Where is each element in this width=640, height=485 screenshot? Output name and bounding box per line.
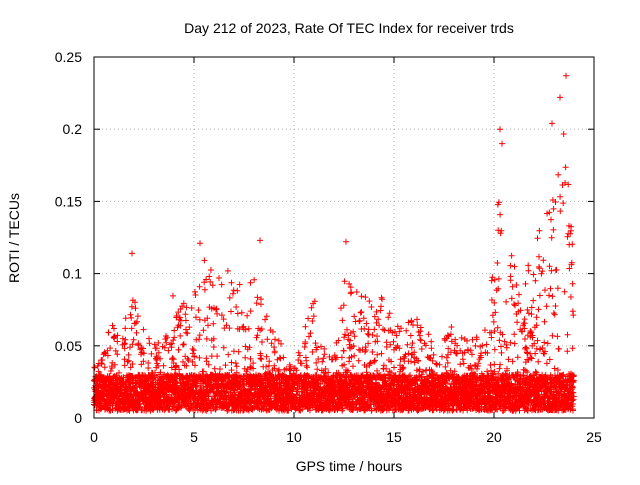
y-tick-label: 0.1 [63, 266, 83, 282]
x-tick-label: 0 [90, 429, 98, 445]
x-tick-label: 25 [586, 429, 602, 445]
y-tick-label: 0.25 [55, 49, 82, 65]
axis-ticks [93, 56, 595, 419]
x-axis-label: GPS time / hours [296, 458, 403, 474]
y-tick-label: 0.05 [55, 338, 82, 354]
y-tick-label: 0.2 [63, 121, 83, 137]
y-axis-label: ROTI / TECUs [6, 193, 22, 283]
plot-frame [93, 56, 595, 419]
x-tick-label: 20 [486, 429, 502, 445]
tick-labels: 0 5 10 15 20 25 0 0.05 0.1 0.15 0.2 0.25 [55, 49, 602, 445]
chart-title: Day 212 of 2023, Rate Of TEC Index for r… [184, 20, 514, 36]
x-tick-label: 15 [386, 429, 402, 445]
y-tick-label: 0.15 [55, 193, 82, 209]
x-tick-label: 5 [190, 429, 198, 445]
x-tick-label: 10 [286, 429, 302, 445]
y-tick-label: 0 [74, 410, 82, 426]
